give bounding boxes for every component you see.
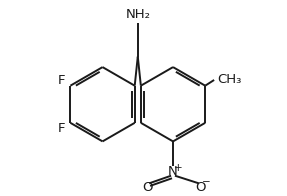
Text: F: F: [58, 74, 65, 87]
Text: NH₂: NH₂: [125, 8, 150, 21]
Text: CH₃: CH₃: [217, 74, 241, 86]
Text: +: +: [174, 162, 183, 172]
Text: −: −: [201, 177, 210, 187]
Text: F: F: [58, 122, 65, 135]
Text: O: O: [142, 181, 153, 194]
Text: O: O: [195, 181, 206, 194]
Text: N: N: [168, 165, 178, 178]
